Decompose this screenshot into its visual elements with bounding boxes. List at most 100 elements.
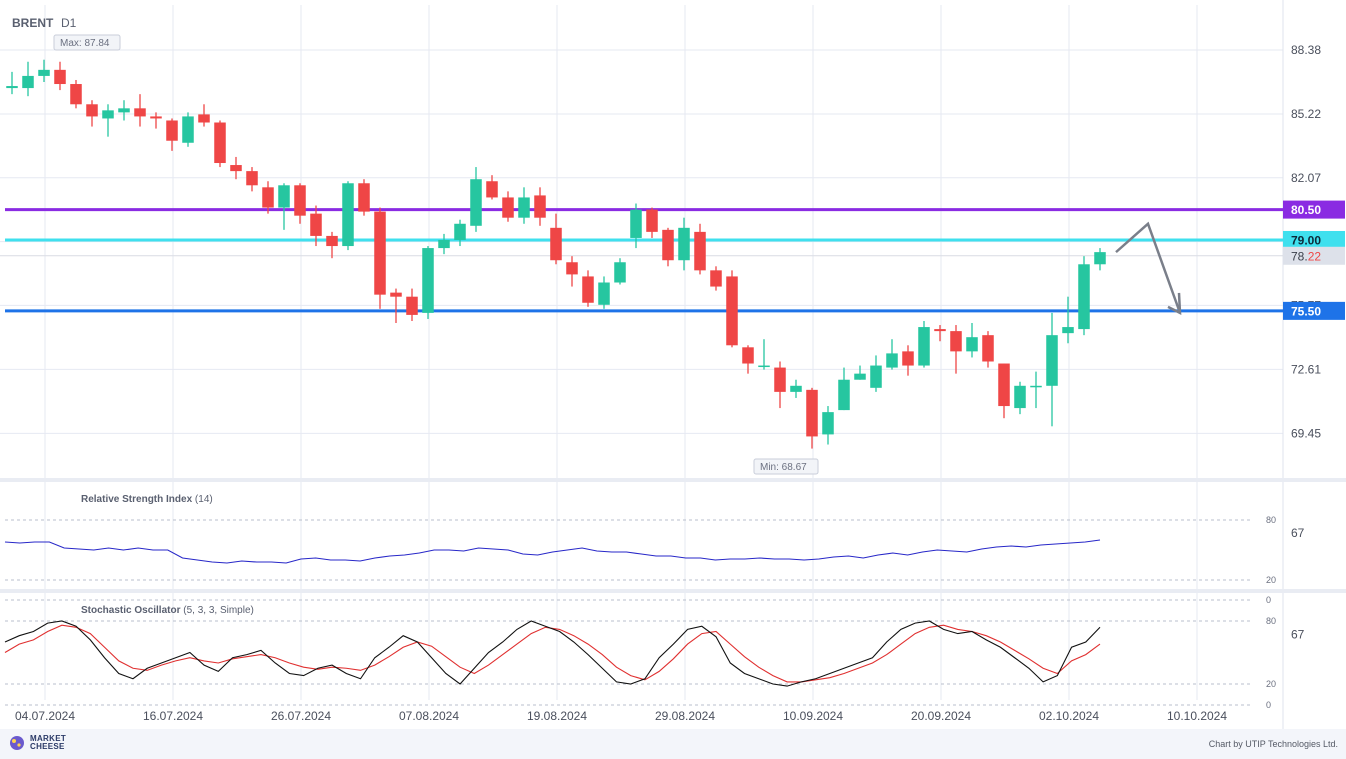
candle-bear [502,197,514,218]
stochastic-k-line [4,620,1101,687]
rsi-title: Relative Strength Index (14) [81,494,213,505]
candle-bear [374,211,386,295]
date-label: 04.07.2024 [15,709,75,723]
candle-bull [518,197,530,218]
timeframe-label: D1 [61,16,77,30]
min-label: Min: 68.67 [760,462,807,473]
price-tick-label: 88.38 [1291,43,1321,57]
candle-bear [134,108,146,117]
candle-bull [438,239,450,249]
candle-bull [790,385,802,392]
candle-bear [742,347,754,364]
level-label: 80.50 [1291,203,1321,217]
candle-bull [1078,264,1090,330]
candle-bear [70,84,82,105]
candle-bear [646,209,658,232]
candle-bear [390,292,402,297]
rsi-current-label: 67 [1291,526,1305,540]
candle-bull [182,116,194,143]
candle-bull [278,185,290,208]
candle-bull [6,86,18,89]
candle-bull [918,327,930,366]
date-label: 10.09.2024 [783,709,843,723]
stochastic-title: Stochastic Oscillator (5, 3, 3, Simple) [81,605,254,616]
candle-bear [534,195,546,218]
price-tick-label: 72.61 [1291,362,1321,376]
candle-bear [982,335,994,362]
candle-bear [262,187,274,208]
panel-separator [0,589,1346,593]
candle-bear [294,185,306,216]
date-label: 26.07.2024 [271,709,331,723]
rsi-level-label: 80 [1266,515,1276,525]
candle-bull [38,69,50,76]
candle-bear [934,329,946,332]
candle-bear [726,276,738,346]
candle-bull [1030,385,1042,388]
price-tick-label: 69.45 [1291,426,1321,440]
candle-bull [102,110,114,119]
candle-bear [166,120,178,141]
level-tag [1283,230,1345,249]
min-label-box [753,458,819,475]
stochastic-current-label: 67 [1291,628,1305,642]
candle-bull [966,337,978,352]
candle-bull [22,75,34,89]
candle-bull [342,183,354,247]
candle-bull [630,209,642,238]
max-label-box [53,34,121,51]
level-tag [1283,301,1345,320]
candle-bull [614,262,626,283]
level-tag [1283,200,1345,219]
candle-bear [54,69,66,85]
candle-bull [454,223,466,240]
candle-bear [486,181,498,198]
candle-bull [1062,327,1074,334]
date-label: 07.08.2024 [399,709,459,723]
stochastic-d-line [4,624,1101,683]
level-label: 75.50 [1291,304,1321,318]
symbol-label: BRENT [12,16,54,30]
current-price-label: 78.22 [1291,249,1321,263]
candle-bear [230,165,242,172]
candle-bull [678,227,690,261]
price-tick-label: 82.07 [1291,171,1321,185]
candle-bear [662,229,674,261]
level-label: 79.00 [1291,233,1321,247]
date-label: 10.10.2024 [1167,709,1227,723]
candle-bear [998,363,1010,407]
date-label: 20.09.2024 [911,709,971,723]
footer-bar [0,729,1346,759]
candle-bear [358,183,370,212]
date-label: 02.10.2024 [1039,709,1099,723]
candle-bear [710,270,722,287]
candle-bull [1094,252,1106,265]
price-tick-label: 85.22 [1291,107,1321,121]
projection-arrowhead [1167,292,1182,315]
candle-bull [1014,385,1026,409]
candle-bull [838,379,850,411]
current-price-tag [1283,246,1345,265]
cheese-logo-icon [10,736,24,750]
candle-bull [822,412,834,435]
candle-bear [582,276,594,303]
candle-bear [902,351,914,366]
candle-bull [1046,335,1058,386]
candle-bear [150,116,162,119]
candle-bear [86,104,98,117]
candle-bear [214,122,226,164]
rsi-level-label: 0 [1266,595,1271,605]
stochastic-level-label: 80 [1266,616,1276,626]
candle-bull [870,365,882,388]
candle-bear [950,331,962,352]
candle-bear [326,235,338,247]
brand-line-2: CHEESE [30,742,65,751]
chart-credit: Chart by UTIP Technologies Ltd. [1208,739,1338,749]
stochastic-level-label: 0 [1266,700,1271,710]
candle-bull [598,282,610,305]
rsi-level-label: 20 [1266,575,1276,585]
candle-bear [566,262,578,275]
candle-bear [198,114,210,123]
candle-bull [422,248,434,313]
projection-arrow [1115,221,1182,314]
